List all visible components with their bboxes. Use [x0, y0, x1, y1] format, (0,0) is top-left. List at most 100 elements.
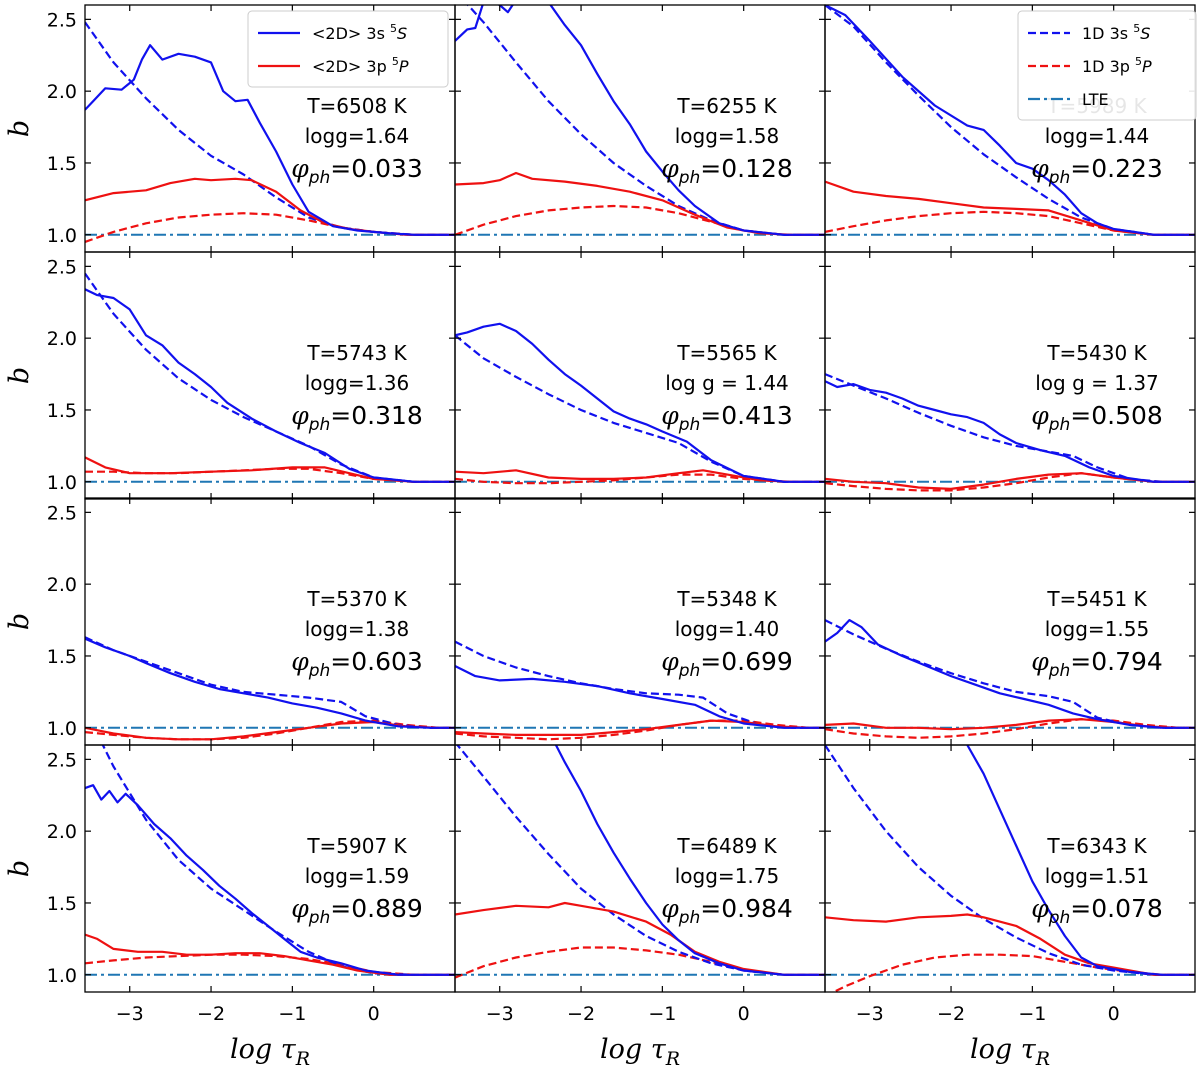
x-axis-label: log τR [970, 1034, 1050, 1070]
series-p2d-line [85, 456, 455, 483]
panel-phase: φph=0.603 [291, 647, 423, 681]
series-s2d-line [455, 5, 825, 236]
x-tick-label: 0 [368, 1003, 380, 1025]
x-tick-label: −3 [856, 1003, 884, 1025]
y-tick-label: 1.5 [47, 893, 77, 915]
series-s2d-line [825, 380, 1195, 483]
panel-7-curves [85, 636, 455, 741]
x-tick-label: −3 [486, 1003, 514, 1025]
x-tick-label: −2 [937, 1003, 965, 1025]
series-s2d-line [554, 745, 825, 976]
panel-frame [824, 744, 1196, 993]
x-tick-label: −2 [197, 1003, 225, 1025]
panel-logg: logg=1.75 [675, 864, 779, 888]
panel-5-curves [455, 322, 825, 485]
x-tick-label: −1 [278, 1003, 306, 1025]
series-p2d-line [85, 933, 455, 976]
series-s1d-line [455, 745, 825, 976]
panel-4-curves [85, 272, 455, 483]
panel-3-curves [825, 5, 1195, 236]
series-p1d-line [825, 472, 1195, 492]
y-tick-label: 2.0 [47, 328, 77, 350]
legend-2d-label: <2D> 3p 5P [312, 55, 409, 76]
panel-logg: logg=1.64 [305, 124, 409, 148]
panel-1-curves [85, 21, 455, 243]
y-tick-label: 1.5 [47, 153, 77, 175]
series-p2d-line [825, 472, 1195, 490]
legend-1d: 1D 3s 5S 1D 3p 5P LTE [1017, 10, 1197, 121]
series-p2d-line [455, 469, 825, 483]
series-p1d-line [85, 953, 455, 976]
panel-10: 1.0 1.5 2.0 2.5 −3 −2 −1 0 T=5907 K logg=1.59 φph=… [4, 744, 456, 1070]
series-p1d-line [455, 719, 825, 741]
y-tick-label: 1.0 [47, 718, 77, 740]
series-p2d-line [85, 177, 455, 236]
legend-1d-frame [1017, 10, 1197, 121]
panel-11: −3 −2 −1 0 T=6489 K logg=1.75 φph=0.984 log τR [454, 744, 826, 1070]
panel-5: T=5565 K log g = 1.44 φph=0.413 [454, 251, 826, 500]
y-tick-label: 2.5 [47, 9, 77, 31]
panel-logg: logg=1.38 [305, 617, 409, 641]
series-s2d-line [85, 44, 455, 236]
panel-logg: logg=1.58 [675, 124, 779, 148]
panel-phase: φph=0.508 [1031, 401, 1163, 435]
series-p2d-line [825, 913, 1195, 976]
panel-phase: φph=0.128 [661, 154, 793, 188]
series-s2d-line [85, 288, 455, 483]
panel-phase: φph=0.794 [1031, 647, 1163, 681]
panel-temperature: T=5430 K [1046, 341, 1147, 365]
panel-logg: logg=1.36 [305, 371, 409, 395]
panel-12: −3 −2 −1 0 T=6343 K logg=1.51 φph=0.078 log τR [824, 744, 1196, 1070]
series-p1d-line [825, 718, 1195, 739]
series-p1d-line [825, 210, 1195, 236]
legend-2d: <2D> 3s 5S <2D> 3p 5P [247, 10, 449, 88]
panel-temperature: T=5348 K [676, 587, 777, 611]
panel-8: T=5348 K logg=1.40 φph=0.699 [454, 497, 826, 746]
panel-temperature: T=5907 K [306, 834, 407, 858]
series-s1d-line [825, 745, 1195, 976]
panel-temperature: T=5370 K [306, 587, 407, 611]
panel-12-curves [825, 745, 1195, 992]
x-tick-label: 0 [738, 1003, 750, 1025]
y-axis-label: b [4, 120, 35, 137]
panel-logg: logg=1.59 [305, 864, 409, 888]
y-tick-label: 1.0 [47, 472, 77, 494]
panel-11-curves [455, 745, 825, 979]
y-tick-label: 2.5 [47, 502, 77, 524]
panel-8-curves [455, 640, 825, 741]
panel-temperature: T=5451 K [1046, 587, 1147, 611]
series-p1d-line [85, 212, 455, 243]
panel-10-curves [85, 745, 455, 976]
panel-phase: φph=0.413 [661, 401, 793, 435]
legend-2d-frame [247, 10, 449, 88]
panel-logg: logg=1.44 [1045, 124, 1149, 148]
legend-1d-label: LTE [1082, 90, 1109, 109]
panel-9: T=5451 K logg=1.55 φph=0.794 [824, 497, 1196, 746]
y-tick-label: 2.0 [47, 821, 77, 843]
panel-phase: φph=0.984 [661, 894, 793, 928]
panel-phase: φph=0.699 [661, 647, 793, 681]
series-s2d-line [825, 619, 1195, 729]
panel-phase: φph=0.033 [291, 154, 423, 188]
panel-frame [824, 251, 1196, 500]
y-tick-label: 2.0 [47, 574, 77, 596]
panel-9-curves [825, 619, 1195, 739]
panel-logg: log g = 1.37 [1035, 371, 1159, 395]
panel-6: T=5430 K log g = 1.37 φph=0.508 [824, 251, 1196, 500]
panel-temperature: T=5743 K [306, 341, 407, 365]
legend-1d-label: 1D 3p 5P [1082, 55, 1152, 76]
y-tick-label: 1.5 [47, 646, 77, 668]
y-tick-label: 2.5 [47, 256, 77, 278]
panel-logg: logg=1.51 [1045, 864, 1149, 888]
panel-temperature: T=6255 K [676, 94, 777, 118]
panel-phase: φph=0.318 [291, 401, 423, 435]
series-s2d-line [85, 784, 455, 976]
panel-logg: log g = 1.44 [665, 371, 789, 395]
series-p2d-line [825, 180, 1195, 236]
x-tick-label: −1 [648, 1003, 676, 1025]
panel-phase: φph=0.078 [1031, 894, 1163, 928]
panel-7: 1.0 1.5 2.0 2.5 T=5370 K logg=1.38 φph=0.603 b [4, 497, 456, 746]
y-tick-label: 2.0 [47, 81, 77, 103]
panel-phase: φph=0.223 [1031, 154, 1163, 188]
